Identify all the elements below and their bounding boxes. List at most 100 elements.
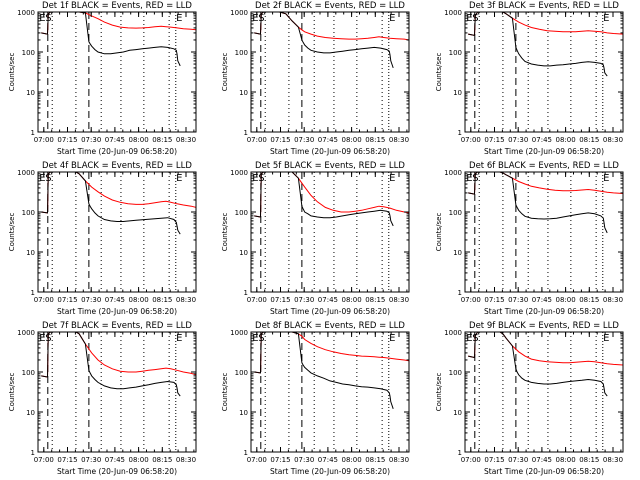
x-tick-label: 07:30	[294, 136, 314, 144]
x-tick-label: 07:45	[318, 136, 338, 144]
x-tick-label: 07:30	[508, 296, 528, 304]
y-tick-label: 1	[31, 449, 35, 457]
y-tick-label: 100	[449, 49, 462, 57]
x-tick-label: 08:15	[152, 456, 172, 464]
x-axis-label: Start Time (20-Jun-09 06:58:20)	[57, 307, 177, 316]
x-tick-label: 08:00	[556, 136, 576, 144]
x-tick-label: 08:30	[603, 136, 623, 144]
y-tick-label: 1000	[17, 9, 35, 17]
y-tick-label: 10	[239, 409, 248, 417]
x-tick-label: 07:15	[484, 456, 504, 464]
y-axis-label: Counts/sec	[8, 213, 16, 252]
x-tick-label: 07:45	[318, 456, 338, 464]
events-series-line	[468, 332, 608, 397]
x-tick-label: 07:30	[508, 456, 528, 464]
events-series-line	[254, 12, 394, 69]
y-tick-label: 100	[449, 369, 462, 377]
end-marker: E	[389, 333, 395, 344]
end-marker: E	[466, 13, 472, 24]
y-tick-label: 1000	[230, 329, 248, 337]
panel-title: Det 5f BLACK = Events, RED = LLD	[255, 161, 405, 171]
detector-panel-5: Det 5f BLACK = Events, RED = LLD Counts/s…	[221, 161, 410, 316]
y-tick-label: 1000	[444, 9, 462, 17]
y-tick-label: 1000	[230, 9, 248, 17]
panel-title: Det 3f BLACK = Events, RED = LLD	[469, 1, 619, 11]
plot-frame	[37, 331, 197, 453]
x-tick-label: 07:00	[461, 296, 481, 304]
events-series-line	[41, 172, 181, 235]
x-tick-label: 08:15	[152, 296, 172, 304]
events-series-line	[41, 12, 181, 67]
x-axis-label: Start Time (20-Jun-09 06:58:20)	[270, 307, 390, 316]
y-tick-label: 1	[458, 449, 462, 457]
end-marker: E	[176, 333, 182, 344]
x-tick-label: 08:30	[603, 456, 623, 464]
x-tick-label: 07:45	[105, 456, 125, 464]
y-tick-label: 1000	[230, 169, 248, 177]
y-tick-label: 1	[458, 289, 462, 297]
x-tick-label: 07:45	[532, 456, 552, 464]
lld-series-line	[468, 332, 623, 366]
x-tick-label: 07:15	[270, 136, 290, 144]
end-marker: E	[466, 173, 472, 184]
x-tick-label: 07:15	[57, 136, 77, 144]
y-tick-label: 1	[31, 129, 35, 137]
x-axis-label: Start Time (20-Jun-09 06:58:20)	[484, 307, 604, 316]
x-tick-label: 07:30	[81, 296, 101, 304]
end-marker: E	[176, 173, 182, 184]
events-series-line	[41, 332, 181, 397]
start-marker: S	[258, 173, 264, 184]
x-tick-label: 07:00	[247, 456, 267, 464]
x-tick-label: 08:15	[365, 296, 385, 304]
end-marker: E	[176, 13, 182, 24]
y-tick-label: 10	[453, 89, 462, 97]
x-tick-label: 07:30	[81, 136, 101, 144]
end-marker: E	[39, 173, 45, 184]
y-tick-label: 1000	[17, 169, 35, 177]
plot-frame	[464, 331, 624, 453]
plot-frame	[464, 171, 624, 293]
detector-panel-1: Det 1f BLACK = Events, RED = LLD Counts/s…	[8, 1, 197, 156]
x-axis-label: Start Time (20-Jun-09 06:58:20)	[484, 147, 604, 156]
y-tick-label: 10	[26, 409, 35, 417]
x-tick-label: 07:45	[318, 296, 338, 304]
start-marker: S	[472, 173, 478, 184]
x-tick-label: 08:30	[603, 296, 623, 304]
end-marker: E	[252, 13, 258, 24]
panel-title: Det 6f BLACK = Events, RED = LLD	[469, 161, 619, 171]
y-tick-label: 100	[22, 49, 35, 57]
start-marker: S	[258, 333, 264, 344]
plot-frame	[37, 11, 197, 133]
y-tick-label: 100	[22, 369, 35, 377]
detector-panel-7: Det 7f BLACK = Events, RED = LLD Counts/s…	[8, 321, 197, 476]
y-tick-label: 10	[239, 249, 248, 257]
lld-series-line	[41, 172, 196, 214]
end-marker: E	[389, 173, 395, 184]
x-tick-label: 07:15	[57, 296, 77, 304]
y-axis-label: Counts/sec	[221, 213, 229, 252]
end-marker: E	[603, 173, 609, 184]
x-axis-label: Start Time (20-Jun-09 06:58:20)	[57, 467, 177, 476]
plot-frame	[250, 11, 410, 133]
lld-series-line	[468, 172, 623, 195]
end-marker: E	[39, 13, 45, 24]
y-tick-label: 1	[31, 289, 35, 297]
y-tick-label: 100	[449, 209, 462, 217]
panel-title: Det 1f BLACK = Events, RED = LLD	[42, 1, 192, 11]
x-tick-label: 07:30	[81, 456, 101, 464]
panel-title: Det 8f BLACK = Events, RED = LLD	[255, 321, 405, 331]
lld-series-line	[254, 332, 409, 374]
x-axis-label: Start Time (20-Jun-09 06:58:20)	[270, 467, 390, 476]
x-tick-label: 08:30	[389, 136, 409, 144]
panel-title: Det 9f BLACK = Events, RED = LLD	[469, 321, 619, 331]
x-tick-label: 07:45	[532, 136, 552, 144]
start-marker: S	[472, 333, 478, 344]
x-tick-label: 07:45	[532, 296, 552, 304]
lld-series-line	[468, 12, 623, 37]
x-tick-label: 08:30	[389, 296, 409, 304]
x-tick-label: 07:15	[270, 456, 290, 464]
x-tick-label: 07:00	[247, 296, 267, 304]
x-tick-label: 07:15	[270, 296, 290, 304]
start-marker: S	[472, 13, 478, 24]
lld-series-line	[41, 12, 196, 35]
